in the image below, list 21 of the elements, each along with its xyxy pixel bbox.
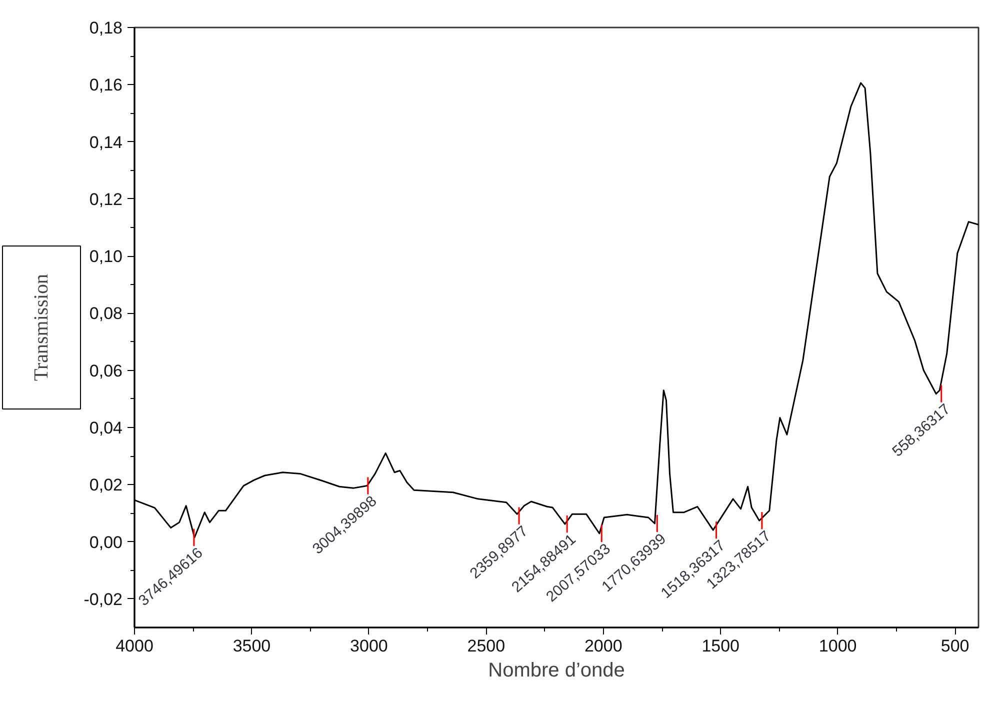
y-tick-label: 0,14 xyxy=(89,132,123,152)
x-tick-label: 1000 xyxy=(818,636,857,656)
x-tick-label: 1500 xyxy=(702,636,740,656)
y-tick-label: 0,04 xyxy=(89,418,123,438)
y-tick-label: 0,06 xyxy=(89,361,123,380)
y-tick-label: 0,02 xyxy=(89,476,123,495)
x-tick-label: 3000 xyxy=(350,636,388,656)
y-tick-label: 0,16 xyxy=(89,76,123,95)
x-tick-label: 4000 xyxy=(116,636,154,656)
y-tick-label: 0,12 xyxy=(89,190,123,209)
y-tick-label: 0,08 xyxy=(89,304,123,324)
y-tick-label: -0,02 xyxy=(84,590,122,609)
y-axis-title: Transmission xyxy=(30,274,52,382)
y-tick-label: 0,00 xyxy=(89,532,123,552)
x-tick-label: 2500 xyxy=(467,636,506,656)
x-tick-label: 2000 xyxy=(584,636,622,656)
y-tick-label: 0,10 xyxy=(89,247,123,266)
x-tick-label: 500 xyxy=(940,636,970,656)
x-tick-label: 3500 xyxy=(232,636,271,656)
x-axis-title: Nombre d’onde xyxy=(488,660,625,682)
y-tick-label: 0,18 xyxy=(89,18,123,38)
